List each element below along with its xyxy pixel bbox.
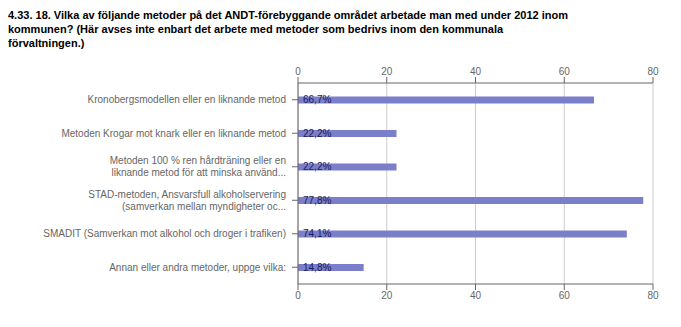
svg-text:14,8%: 14,8% (303, 262, 331, 273)
svg-text:40: 40 (470, 66, 482, 77)
svg-text:20: 20 (381, 290, 393, 301)
svg-text:22,2%: 22,2% (303, 161, 331, 172)
svg-text:66,7%: 66,7% (303, 94, 331, 105)
svg-text:STAD-metoden, Ansvarsfull alko: STAD-metoden, Ansvarsfull alkoholserveri… (88, 189, 286, 212)
svg-text:77,8%: 77,8% (303, 195, 331, 206)
svg-text:60: 60 (559, 290, 571, 301)
svg-text:22,2%: 22,2% (303, 128, 331, 139)
svg-text:40: 40 (470, 290, 482, 301)
svg-text:Kronobergsmodellen eller en li: Kronobergsmodellen eller en liknande met… (88, 94, 286, 105)
svg-text:SMADIT (Samverkan mot alkohol: SMADIT (Samverkan mot alkohol och droger… (43, 228, 286, 239)
svg-text:0: 0 (295, 290, 301, 301)
svg-text:74,1%: 74,1% (303, 228, 331, 239)
svg-text:20: 20 (381, 66, 393, 77)
svg-text:Annan eller andra metoder, upp: Annan eller andra metoder, uppge vilka: (109, 262, 286, 273)
svg-text:80: 80 (647, 66, 659, 77)
svg-text:0: 0 (295, 66, 301, 77)
svg-text:60: 60 (559, 66, 571, 77)
svg-text:Metoden Krogar mot knark eller: Metoden Krogar mot knark eller en liknan… (61, 128, 286, 139)
svg-text:Metoden 100 % ren hårdträning: Metoden 100 % ren hårdträning eller enli… (110, 155, 286, 178)
html-text:4.33. 18. Vilka av följande me: 4.33. 18. Vilka av följande metoder på d… (8, 9, 568, 49)
svg-text:80: 80 (647, 290, 659, 301)
